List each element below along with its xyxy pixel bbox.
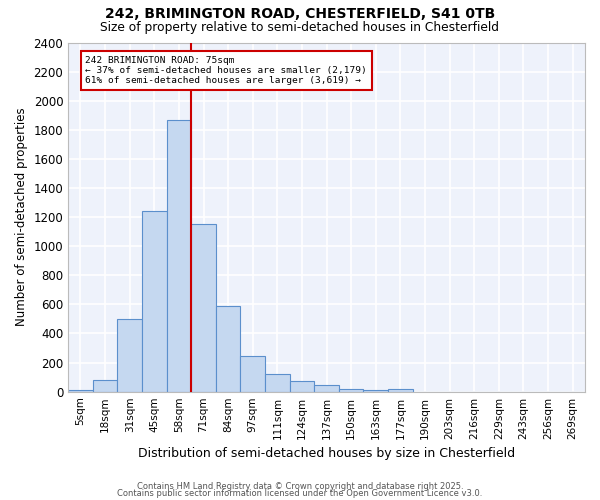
Bar xyxy=(68,390,93,392)
Bar xyxy=(290,381,314,392)
Text: Contains HM Land Registry data © Crown copyright and database right 2025.: Contains HM Land Registry data © Crown c… xyxy=(137,482,463,491)
Bar xyxy=(364,390,388,392)
Bar xyxy=(241,356,265,392)
Text: 242, BRIMINGTON ROAD, CHESTERFIELD, S41 0TB: 242, BRIMINGTON ROAD, CHESTERFIELD, S41 … xyxy=(105,8,495,22)
Text: Size of property relative to semi-detached houses in Chesterfield: Size of property relative to semi-detach… xyxy=(101,21,499,34)
Text: Contains public sector information licensed under the Open Government Licence v3: Contains public sector information licen… xyxy=(118,489,482,498)
X-axis label: Distribution of semi-detached houses by size in Chesterfield: Distribution of semi-detached houses by … xyxy=(138,447,515,460)
Bar xyxy=(388,389,413,392)
Bar xyxy=(93,380,118,392)
Bar xyxy=(142,212,167,392)
Bar xyxy=(314,385,339,392)
Bar xyxy=(118,319,142,392)
Text: 242 BRIMINGTON ROAD: 75sqm
← 37% of semi-detached houses are smaller (2,179)
61%: 242 BRIMINGTON ROAD: 75sqm ← 37% of semi… xyxy=(85,56,367,86)
Bar xyxy=(191,224,216,392)
Bar xyxy=(167,120,191,392)
Bar xyxy=(339,389,364,392)
Bar xyxy=(216,306,241,392)
Y-axis label: Number of semi-detached properties: Number of semi-detached properties xyxy=(15,108,28,326)
Bar xyxy=(265,374,290,392)
